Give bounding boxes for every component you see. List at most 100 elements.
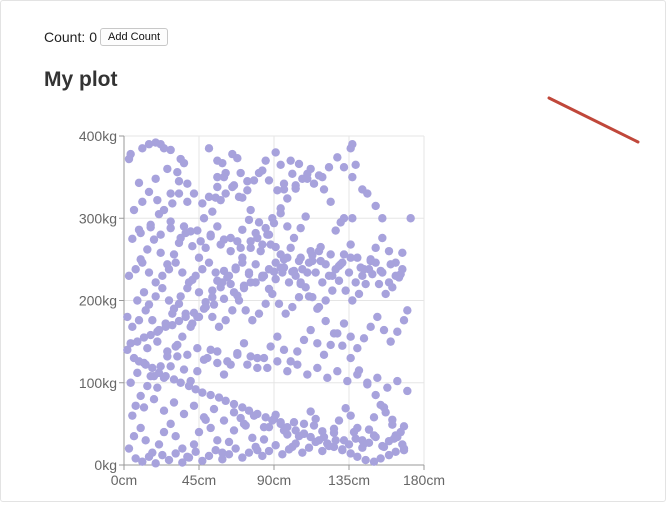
data-point [348,140,357,149]
data-point [339,436,349,445]
data-point [211,445,220,455]
data-point [206,345,215,355]
data-point [143,344,152,353]
data-point [124,271,134,281]
data-point [268,289,277,299]
data-point [174,299,184,308]
data-point [171,449,180,458]
data-point [146,220,155,230]
data-point [159,406,169,415]
add-count-button[interactable]: Add Count [100,28,169,46]
data-point [279,179,289,188]
data-point [183,350,192,359]
data-point [148,316,157,325]
data-point [171,258,180,267]
data-point [159,373,169,383]
counter-value: 0 [89,29,98,45]
data-point [153,337,162,346]
data-point [213,436,222,445]
data-point [243,360,252,369]
plot-title: My plot [44,68,118,91]
data-point [343,376,352,386]
data-point [138,144,147,153]
data-point [379,325,389,335]
data-point [311,268,320,277]
data-point [154,440,164,449]
data-point [241,306,250,315]
data-point [168,320,177,330]
tick-labels-layer: 0cm 45cm 90cm 135cm 180cm 0kg 100kg 200kg 300kg 4… [79,128,445,488]
data-point [224,437,234,447]
data-point [278,268,287,277]
data-point [391,447,400,457]
data-point [403,386,412,396]
data-point [201,302,210,312]
data-point [346,332,355,341]
data-point [399,422,409,431]
data-point [264,265,274,274]
data-point [249,411,259,420]
data-point [213,358,222,368]
data-point [133,337,142,346]
data-point [373,312,382,322]
x-tick-label: 180cm [403,472,445,488]
data-point [309,179,319,188]
data-point [258,240,267,249]
data-point [168,309,177,318]
data-point [204,451,214,461]
data-point [299,335,309,345]
data-point [139,288,149,297]
data-point [323,373,332,383]
data-point [249,176,259,185]
data-point [341,286,350,295]
data-point [131,401,140,410]
data-point [346,449,355,458]
data-point [138,197,147,206]
data-point [316,256,325,266]
x-tick-label: 0cm [111,472,137,488]
data-point [123,345,132,355]
data-point [264,446,274,456]
data-point [338,445,347,454]
data-point [224,450,234,459]
data-point [166,223,175,233]
data-point [329,424,339,434]
data-point [334,416,344,425]
data-point [381,289,390,299]
data-point [376,266,385,276]
app-frame [0,0,666,502]
data-point [164,296,174,305]
data-point [208,286,217,295]
data-point [324,163,334,172]
data-point [184,453,194,462]
data-point [178,332,187,341]
data-point [176,292,185,301]
data-point [376,400,385,410]
data-point [359,439,369,448]
data-point [169,250,179,259]
data-point [218,278,227,287]
data-point [239,339,249,348]
data-point [388,420,397,429]
data-point [128,322,137,332]
data-point [139,358,149,368]
data-point [224,271,234,281]
data-point [229,408,239,417]
data-point [204,258,214,267]
data-point [339,163,349,172]
data-point [233,350,242,359]
data-point [226,279,235,289]
data-point [179,365,189,374]
points-layer [123,138,415,468]
data-point [318,446,327,456]
data-point [213,172,222,182]
data-point [189,401,199,410]
data-point [271,441,280,450]
data-point [319,185,329,194]
data-point [304,258,314,267]
data-point [384,278,394,287]
data-point [193,367,202,376]
data-point [326,197,335,206]
data-point [258,271,267,281]
data-point [269,218,279,228]
